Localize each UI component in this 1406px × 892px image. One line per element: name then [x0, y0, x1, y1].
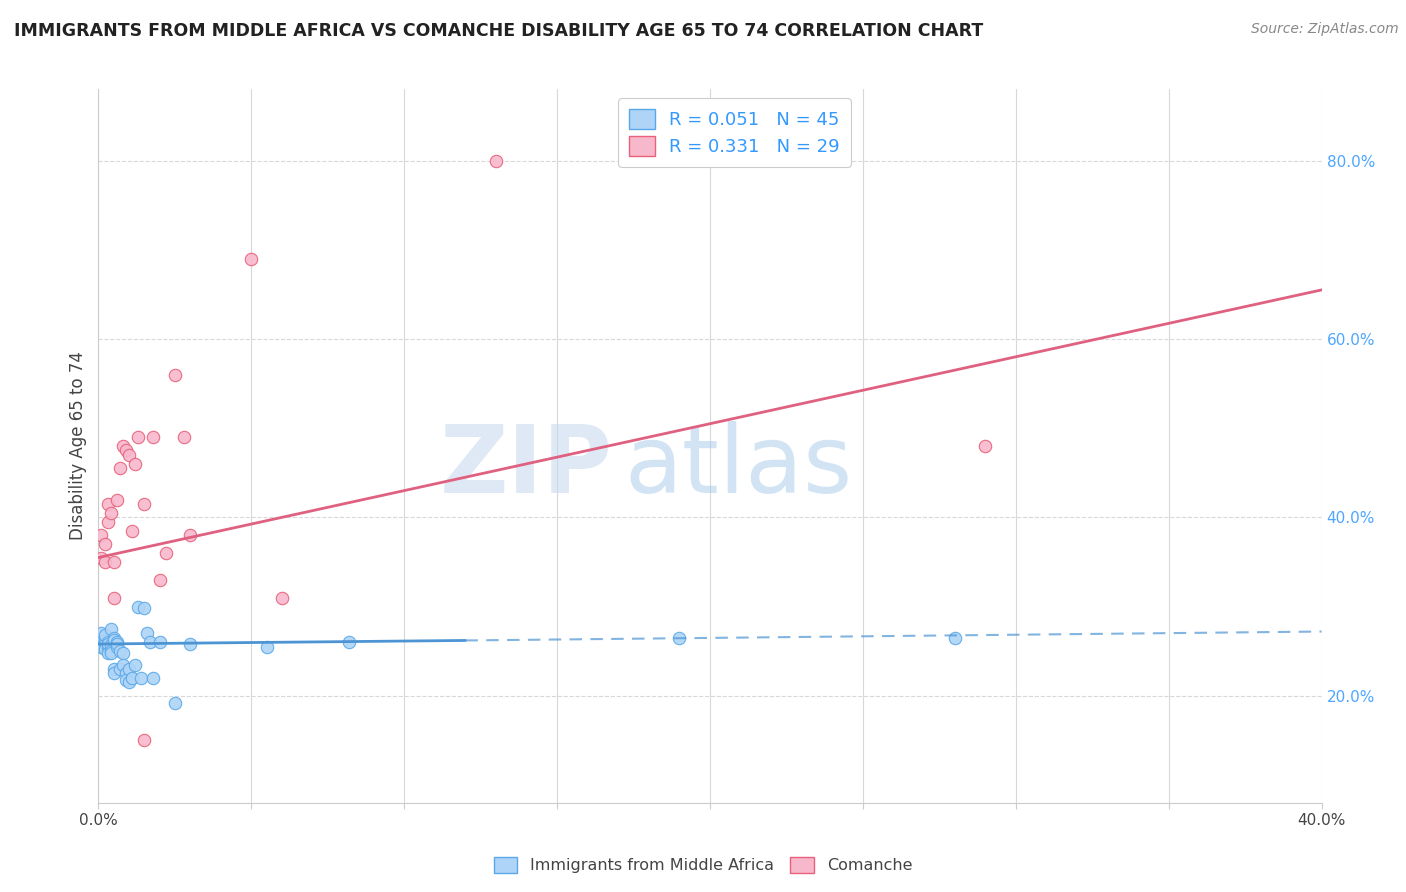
Point — [105, 637, 128, 651]
Point — [139, 635, 162, 649]
Point — [240, 252, 263, 266]
Point — [105, 492, 128, 507]
Point — [103, 631, 125, 645]
Point — [668, 631, 690, 645]
Point — [103, 591, 125, 605]
Point — [93, 633, 115, 648]
Y-axis label: Disability Age 65 to 74: Disability Age 65 to 74 — [69, 351, 87, 541]
Point — [97, 646, 120, 660]
Point — [124, 657, 146, 672]
Point — [90, 626, 112, 640]
Point — [134, 601, 156, 615]
Text: atlas: atlas — [624, 421, 852, 514]
Point — [134, 497, 156, 511]
Point — [121, 524, 143, 538]
Point — [142, 430, 165, 444]
Point — [103, 633, 125, 648]
Point — [163, 368, 186, 382]
Point — [179, 528, 201, 542]
Point — [108, 662, 131, 676]
Point — [90, 550, 112, 565]
Point — [108, 461, 131, 475]
Point — [118, 448, 141, 462]
Point — [97, 637, 120, 651]
Point — [100, 622, 122, 636]
Point — [93, 537, 115, 551]
Point — [163, 696, 186, 710]
Point — [173, 430, 195, 444]
Text: ZIP: ZIP — [439, 421, 612, 514]
Point — [142, 671, 165, 685]
Point — [90, 640, 112, 654]
Point — [103, 555, 125, 569]
Point — [136, 626, 159, 640]
Point — [149, 573, 172, 587]
Point — [90, 528, 112, 542]
Point — [115, 673, 138, 687]
Point — [90, 635, 112, 649]
Point — [485, 153, 508, 168]
Point — [93, 555, 115, 569]
Point — [118, 675, 141, 690]
Point — [93, 642, 115, 657]
Point — [100, 638, 122, 652]
Point — [97, 635, 120, 649]
Point — [93, 628, 115, 642]
Point — [256, 640, 278, 654]
Point — [974, 439, 997, 453]
Point — [127, 430, 149, 444]
Point — [127, 599, 149, 614]
Point — [270, 591, 292, 605]
Point — [124, 457, 146, 471]
Legend: Immigrants from Middle Africa, Comanche: Immigrants from Middle Africa, Comanche — [486, 850, 920, 880]
Text: IMMIGRANTS FROM MIDDLE AFRICA VS COMANCHE DISABILITY AGE 65 TO 74 CORRELATION CH: IMMIGRANTS FROM MIDDLE AFRICA VS COMANCH… — [14, 22, 983, 40]
Point — [129, 671, 152, 685]
Point — [97, 515, 120, 529]
Point — [105, 640, 128, 654]
Point — [149, 635, 172, 649]
Point — [100, 506, 122, 520]
Text: Source: ZipAtlas.com: Source: ZipAtlas.com — [1251, 22, 1399, 37]
Point — [179, 637, 201, 651]
Point — [337, 635, 360, 649]
Point — [111, 646, 134, 660]
Point — [97, 640, 120, 654]
Point — [155, 546, 177, 560]
Point — [111, 657, 134, 672]
Point — [97, 497, 120, 511]
Point — [105, 635, 128, 649]
Point — [111, 439, 134, 453]
Point — [108, 644, 131, 658]
Point — [100, 644, 122, 658]
Point — [100, 646, 122, 660]
Point — [118, 662, 141, 676]
Point — [103, 662, 125, 676]
Point — [93, 637, 115, 651]
Point — [134, 733, 156, 747]
Point — [115, 666, 138, 681]
Point — [103, 666, 125, 681]
Legend: R = 0.051   N = 45, R = 0.331   N = 29: R = 0.051 N = 45, R = 0.331 N = 29 — [619, 98, 851, 167]
Point — [121, 671, 143, 685]
Point — [115, 443, 138, 458]
Point — [943, 631, 966, 645]
